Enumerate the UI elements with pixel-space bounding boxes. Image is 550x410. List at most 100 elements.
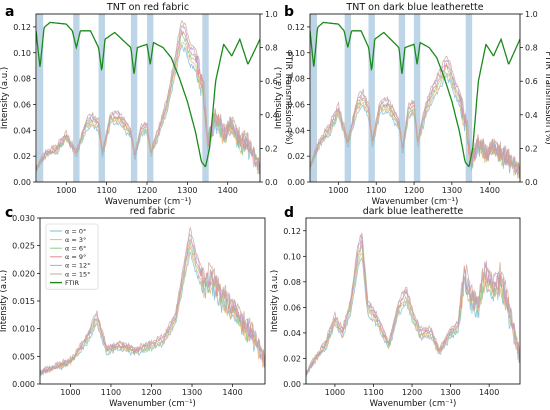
panel-title: red fabric	[130, 206, 176, 217]
y-tick-label: 0.10	[287, 49, 305, 58]
x-tick-label: 1000	[60, 388, 80, 397]
x-tick-label: 1100	[96, 186, 116, 195]
y-tick-label: 0.00	[283, 380, 301, 389]
spectrum-line-angle-5	[310, 55, 520, 179]
y-tick-label: 0.12	[13, 23, 31, 32]
y-tick-label: 0.02	[283, 354, 301, 363]
highlight-band	[36, 14, 44, 182]
plot-area	[36, 14, 260, 182]
x-tick-label: 1300	[440, 388, 460, 397]
y2-tick-label: 0.4	[265, 111, 278, 120]
highlight-band	[465, 14, 473, 182]
x-axis-label: Wavenumber (cm⁻¹)	[370, 399, 457, 409]
y2-tick-label: 0.2	[525, 144, 538, 153]
y-tick-label: 0.015	[12, 297, 35, 306]
highlight-band	[344, 14, 352, 182]
highlight-band	[202, 14, 209, 182]
y2-tick-label: 0.6	[265, 77, 278, 86]
y-tick-label: 0.12	[283, 227, 301, 236]
legend-entry: α = 0°	[65, 227, 86, 235]
x-tick-label: 1000	[56, 186, 76, 195]
highlight-band	[310, 14, 317, 182]
spectrum-line-angle-5	[306, 232, 520, 375]
plot-area	[40, 226, 265, 377]
legend-entry: α = 6°	[65, 245, 86, 253]
y-tick-label: 0.08	[287, 75, 305, 84]
panel-title: TNT on dark blue leatherette	[345, 2, 483, 13]
panel-b: 1000 1100 1200 1300 1400 0.00 0.02 0.04 0.06 0.08…	[274, 2, 550, 207]
spectrum-line-angle-5	[36, 20, 260, 175]
y2-axis-label: FTIR Transmission (%)	[543, 51, 550, 144]
y-tick-label: 0.10	[283, 252, 301, 261]
x-tick-label: 1200	[402, 388, 422, 397]
axes-frame	[309, 13, 521, 183]
y-tick-label: 0.06	[287, 100, 305, 109]
y-tick-label: 0.10	[13, 49, 31, 58]
panel-a: 1000 1100 1200 1300 1400 0.00 0.02 0.04 0.06 0.08…	[0, 2, 293, 207]
x-tick-label: 1300	[442, 186, 462, 195]
y-tick-label: 0.06	[13, 100, 31, 109]
x-tick-label: 1400	[222, 388, 242, 397]
ftir-line	[36, 21, 260, 168]
y-tick-label: 0.010	[12, 325, 35, 334]
x-tick-label: 1100	[363, 388, 383, 397]
highlight-band	[413, 14, 421, 182]
axes-frame	[35, 13, 261, 183]
plot-area	[310, 14, 520, 182]
x-axis-label: Wavenumber (cm⁻¹)	[105, 197, 192, 207]
legend-entry: α = 12°	[65, 262, 90, 270]
highlight-band	[398, 14, 406, 182]
y-axis-label: Intensity (a.u.)	[0, 67, 10, 129]
plot-area	[306, 232, 520, 378]
y-tick-label: 0.00	[287, 178, 305, 187]
highlight-band	[98, 14, 105, 182]
x-tick-label: 1200	[404, 186, 424, 195]
x-tick-label: 1400	[480, 186, 500, 195]
y2-axis-label: FTIR Transmission (%)	[283, 51, 293, 144]
x-tick-label: 1100	[366, 186, 386, 195]
y-tick-label: 0.04	[287, 126, 305, 135]
spectrum-line-angle-5	[40, 226, 265, 375]
y-tick-label: 0.005	[12, 352, 35, 361]
y2-tick-label: 0.2	[265, 144, 278, 153]
y-axis-label: Intensity (a.u.)	[270, 270, 280, 332]
x-tick-label: 1200	[137, 186, 157, 195]
y-tick-label: 0.02	[13, 152, 31, 161]
highlight-band	[130, 14, 138, 182]
y-tick-label: 0.04	[283, 329, 301, 338]
panel-letter: c	[5, 205, 13, 221]
x-axis-label: Wavenumber (cm⁻¹)	[109, 399, 196, 409]
x-tick-label: 1300	[182, 388, 202, 397]
y-tick-label: 0.04	[13, 126, 31, 135]
x-tick-label: 1000	[328, 186, 348, 195]
x-tick-label: 1400	[479, 388, 499, 397]
y-tick-label: 0.000	[12, 380, 35, 389]
spectrum-line-angle-4	[306, 236, 520, 374]
y-tick-label: 0.02	[287, 152, 305, 161]
panel-title: dark blue leatherette	[363, 206, 464, 217]
panel-letter: b	[284, 4, 294, 20]
x-tick-label: 1200	[141, 388, 161, 397]
panel-c: 1000 1100 1200 1300 1400 0.000 0.005 0.010 0.015…	[0, 205, 266, 409]
legend-box	[45, 223, 99, 290]
legend-entry: α = 3°	[65, 236, 86, 244]
y2-tick-label: 0.0	[525, 178, 538, 187]
y2-tick-label: 0.4	[525, 111, 538, 120]
panel-letter: a	[5, 4, 14, 20]
y-tick-label: 0.06	[283, 303, 301, 312]
panel-letter: d	[284, 205, 294, 221]
y-tick-label: 0.12	[287, 23, 305, 32]
y-tick-label: 0.025	[12, 242, 35, 251]
axes-frame	[305, 217, 521, 385]
legend-entry: α = 9°	[65, 253, 86, 261]
legend-entry: FTIR	[65, 279, 80, 287]
legend-entry: α = 15°	[65, 270, 90, 278]
x-axis-label: Wavenumber (cm⁻¹)	[372, 197, 459, 207]
x-tick-label: 1300	[177, 186, 197, 195]
y-axis-label: Intensity (a.u.)	[0, 270, 9, 332]
y-tick-label: 0.00	[13, 178, 31, 187]
y2-tick-label: 0.8	[265, 44, 278, 53]
highlight-band	[73, 14, 80, 182]
ftir-line	[310, 21, 520, 168]
highlight-band	[368, 14, 375, 182]
